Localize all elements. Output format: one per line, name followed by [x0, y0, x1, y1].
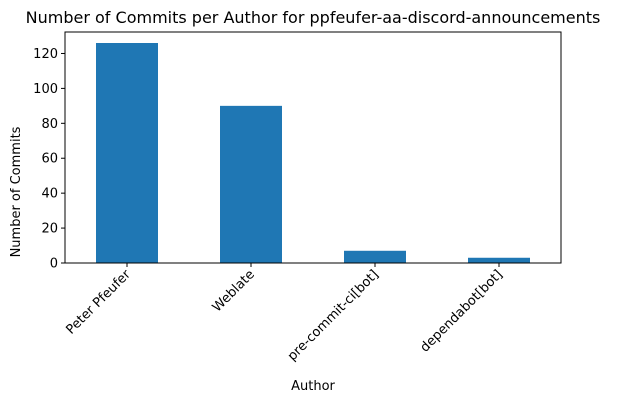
y-tick-label: 120: [33, 47, 58, 62]
x-axis-label: Author: [291, 379, 335, 394]
chart-title: Number of Commits per Author for ppfeufe…: [26, 8, 601, 27]
bar: [344, 250, 406, 263]
y-axis-label: Number of Commits: [9, 126, 24, 257]
y-tick-label: 40: [41, 187, 58, 202]
y-tick-label: 0: [50, 257, 58, 272]
bar: [220, 105, 282, 263]
x-tick-label: pre-commit-ci[bot]: [285, 267, 382, 364]
x-tick-label: Peter Pfeufer: [63, 267, 134, 338]
bar: [468, 257, 530, 263]
y-tick-label: 80: [41, 117, 58, 132]
x-tick-label: dependabot[bot]: [418, 267, 506, 355]
plot-frame: [64, 31, 562, 264]
bar: [96, 43, 158, 263]
y-tick-label: 60: [41, 152, 58, 167]
x-tick-label: Weblate: [210, 267, 258, 315]
y-tick-label: 100: [33, 82, 58, 97]
y-axis: 0 20 40 60 80 100 120: [33, 47, 65, 272]
y-tick-label: 20: [41, 222, 58, 237]
bars: [96, 43, 530, 263]
x-axis: Peter Pfeufer Weblate pre-commit-ci[bot] de…: [63, 263, 506, 364]
